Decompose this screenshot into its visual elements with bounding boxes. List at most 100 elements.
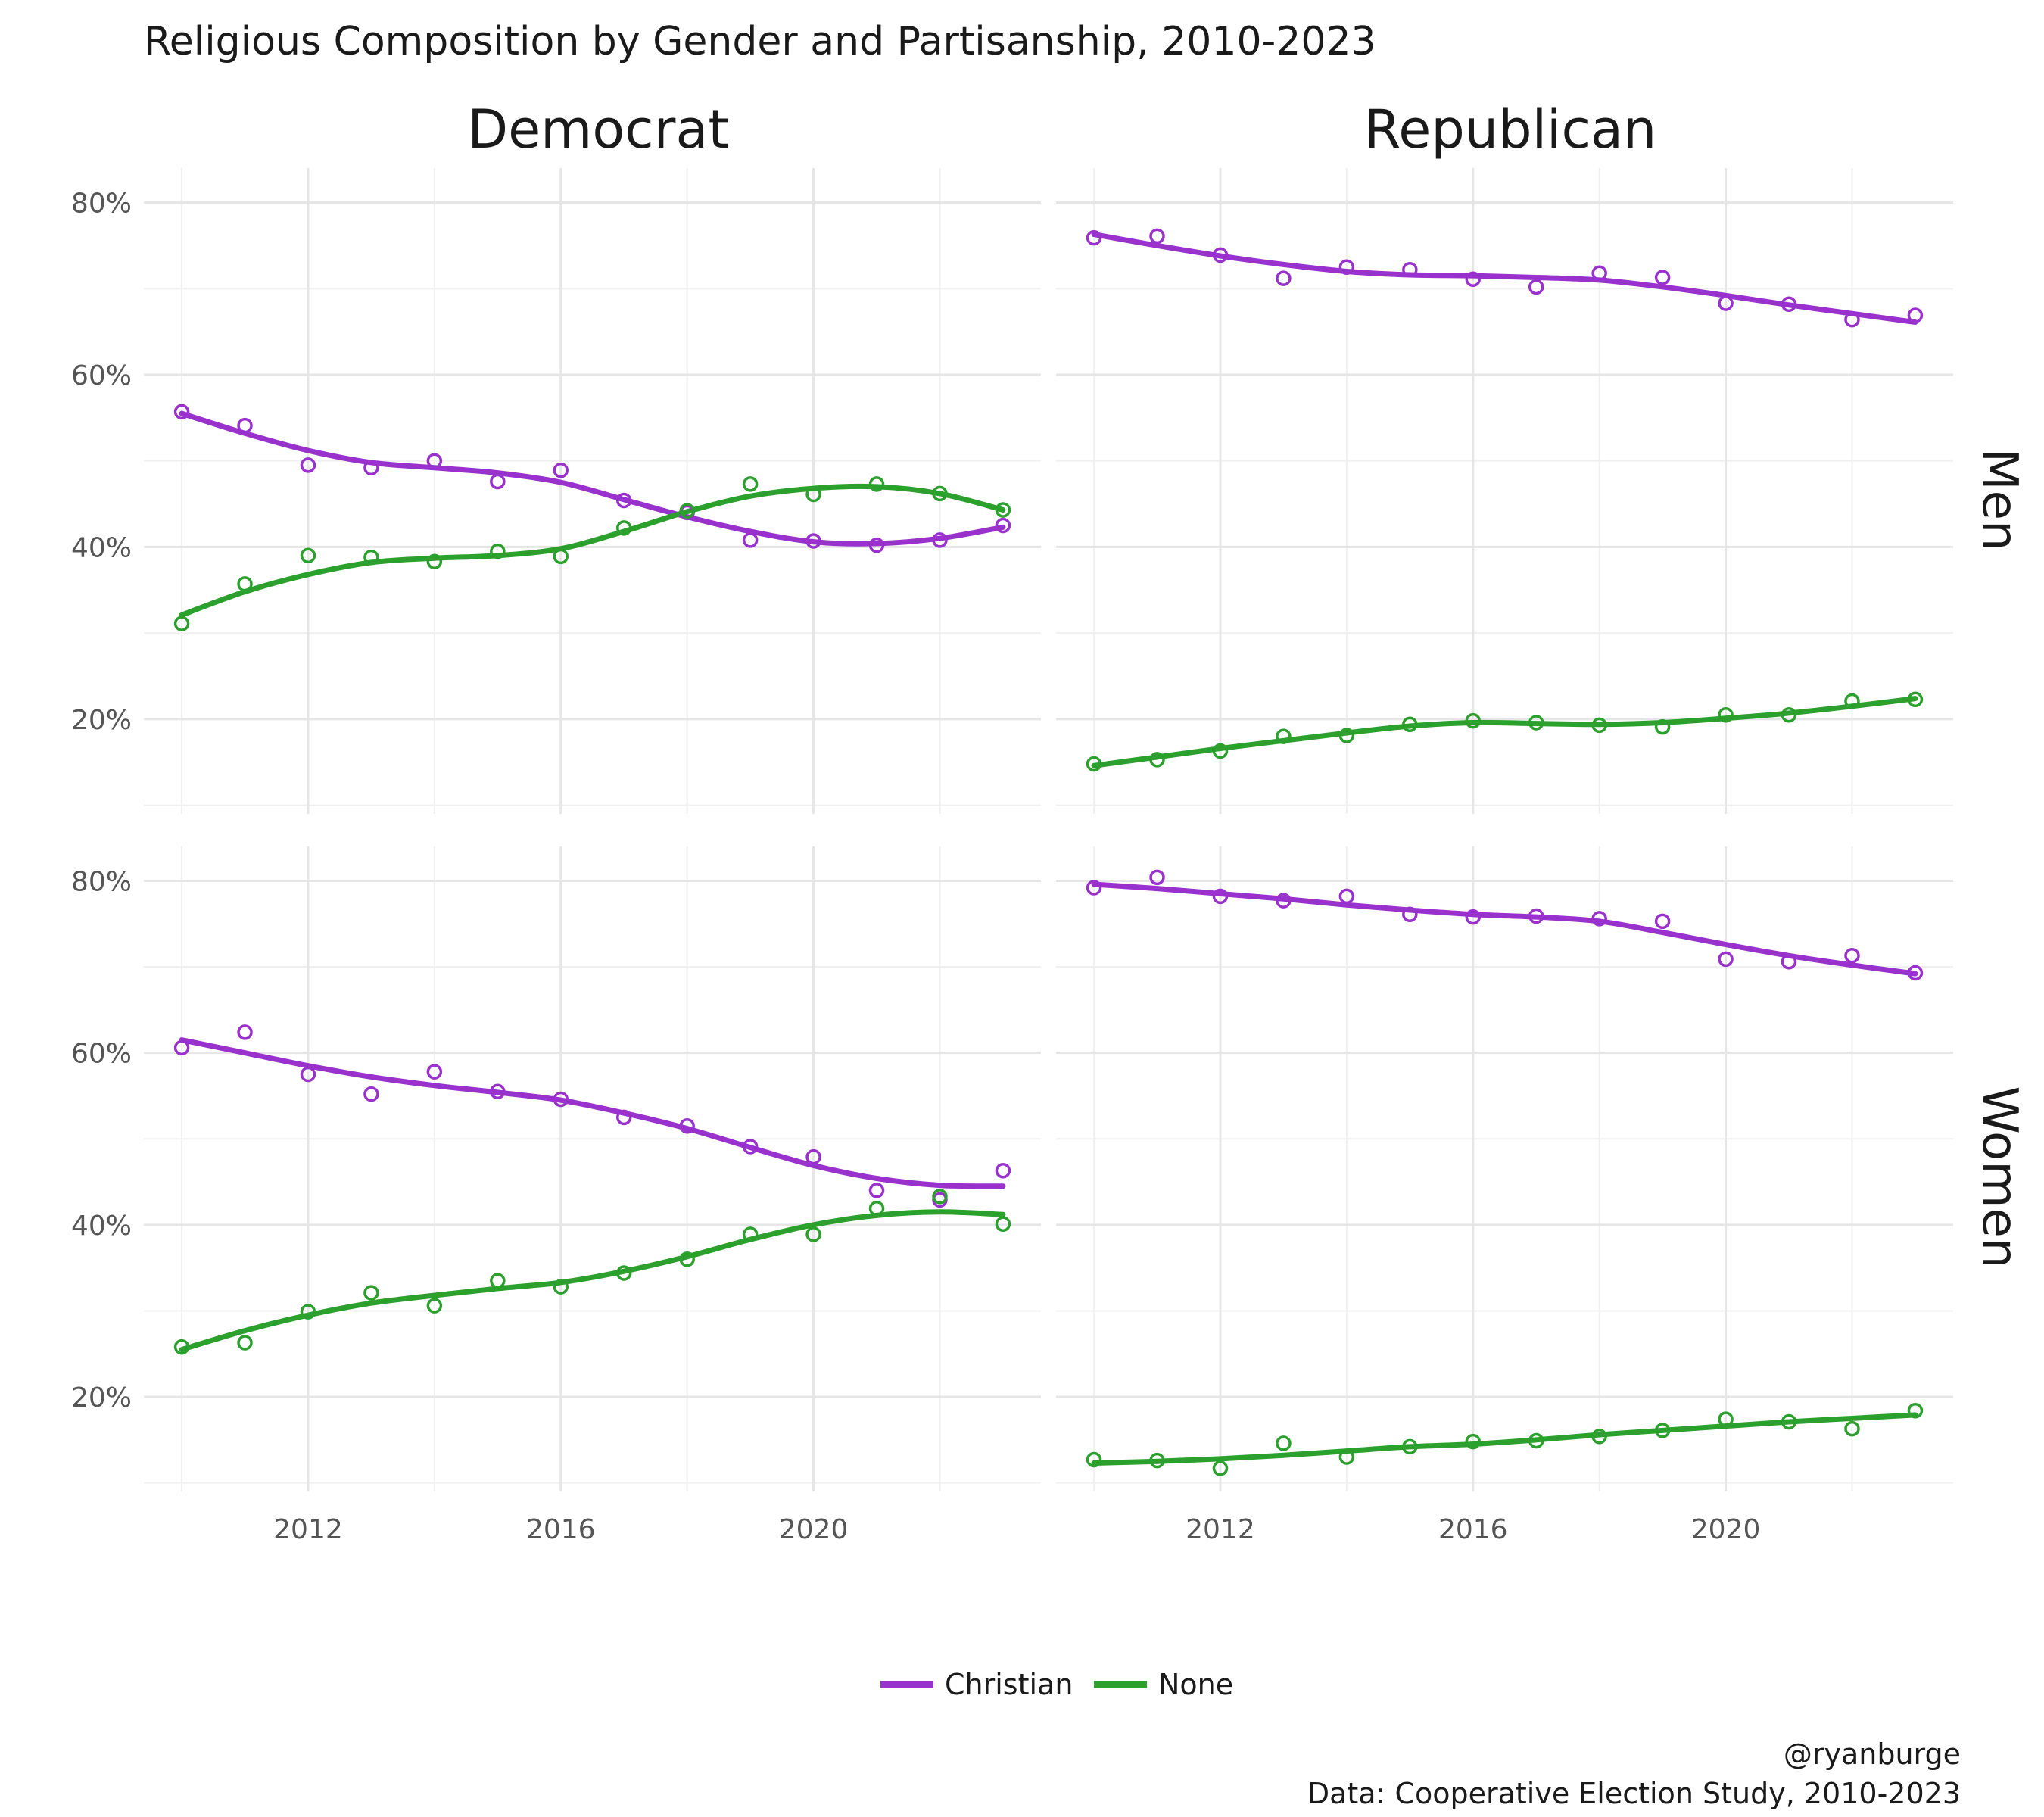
point-none <box>1276 1435 1292 1451</box>
point-none <box>1465 712 1482 729</box>
point-none <box>868 476 885 492</box>
point-none <box>1907 691 1924 707</box>
point-christian <box>868 1183 885 1198</box>
point-none <box>553 1279 569 1295</box>
point-christian <box>1528 908 1544 924</box>
point-christian <box>1465 271 1482 287</box>
panel-republican-women <box>1056 846 1953 1491</box>
point-none <box>1528 715 1544 731</box>
point-none <box>173 1339 190 1355</box>
point-none <box>679 1251 695 1267</box>
point-none <box>300 547 316 564</box>
point-christian <box>1338 259 1355 276</box>
point-christian <box>1591 265 1607 282</box>
point-none <box>490 1273 506 1289</box>
trend-line-christian <box>1091 881 1918 977</box>
point-christian <box>1276 893 1292 908</box>
x-tick-label: 2016 <box>1438 1514 1508 1545</box>
point-none <box>1654 1423 1671 1438</box>
trend-line-none <box>1091 1412 1918 1466</box>
point-none <box>1212 743 1229 759</box>
point-none <box>1844 693 1860 709</box>
point-christian <box>490 473 506 490</box>
point-christian <box>1212 888 1229 905</box>
point-christian <box>173 404 190 420</box>
point-christian <box>553 462 569 478</box>
y-tick-label: 60% <box>71 1039 132 1070</box>
point-none <box>868 1201 885 1217</box>
caption-source: Data: Cooperative Election Study, 2010-2… <box>1307 1777 1961 1810</box>
point-christian <box>363 460 379 476</box>
point-christian <box>1528 279 1544 295</box>
point-christian <box>1907 307 1924 323</box>
x-tick-label: 2012 <box>273 1514 343 1545</box>
point-christian <box>1465 908 1482 925</box>
point-christian <box>995 1163 1011 1179</box>
point-christian <box>995 517 1011 534</box>
facet-panels <box>144 168 1953 1491</box>
point-christian <box>426 453 443 469</box>
point-christian <box>173 1039 190 1056</box>
point-christian <box>300 1066 316 1083</box>
point-christian <box>300 457 316 473</box>
point-none <box>805 486 821 503</box>
point-christian <box>1907 965 1924 981</box>
point-christian <box>1844 948 1860 964</box>
point-none <box>1907 1402 1924 1419</box>
point-none <box>1402 716 1418 732</box>
point-christian <box>932 532 948 548</box>
point-none <box>300 1304 316 1320</box>
point-christian <box>742 1139 759 1155</box>
point-christian <box>1212 247 1229 263</box>
point-none <box>1086 756 1102 772</box>
point-none <box>426 553 443 570</box>
point-none <box>1402 1438 1418 1455</box>
point-christian <box>1149 869 1165 886</box>
legend: Christian None <box>880 1668 1233 1701</box>
point-christian <box>1402 906 1418 922</box>
point-none <box>426 1298 443 1314</box>
y-tick-label: 20% <box>71 705 132 736</box>
y-tick-label: 60% <box>71 360 132 391</box>
trend-line-none <box>179 1209 1006 1353</box>
point-none <box>1591 1429 1607 1445</box>
point-none <box>1844 1420 1860 1437</box>
point-none <box>1276 728 1292 744</box>
point-none <box>1465 1433 1482 1450</box>
y-tick-label: 20% <box>71 1382 132 1413</box>
x-tick-label: 2020 <box>1691 1514 1761 1545</box>
chart-title: Religious Composition by Gender and Part… <box>144 19 1376 64</box>
point-none <box>1149 1452 1165 1469</box>
point-christian <box>1402 261 1418 278</box>
point-none <box>1149 752 1165 768</box>
point-christian <box>1718 295 1734 311</box>
point-none <box>1718 706 1734 723</box>
point-christian <box>363 1086 379 1102</box>
point-none <box>805 1226 821 1242</box>
legend-label-christian: Christian <box>945 1668 1073 1701</box>
facet-label-republican: Republican <box>1364 98 1656 161</box>
panel-democrat-women <box>144 846 1041 1491</box>
point-christian <box>1718 951 1734 968</box>
point-none <box>1528 1432 1544 1449</box>
point-christian <box>742 532 759 548</box>
point-none <box>1781 1413 1797 1430</box>
point-christian <box>868 537 885 553</box>
point-christian <box>1591 911 1607 927</box>
point-none <box>1654 718 1671 735</box>
point-none <box>1338 728 1355 743</box>
y-tick-label: 40% <box>71 532 132 563</box>
point-christian <box>615 492 632 509</box>
point-none <box>1718 1411 1734 1427</box>
axis-labels: 20% 40% 60% 80% 20% 40% 60% 80% 2012 2016 2020 2012… <box>71 188 1760 1545</box>
x-tick-label: 2012 <box>1186 1514 1255 1545</box>
point-none <box>742 1226 759 1242</box>
point-none <box>553 548 569 565</box>
x-tick-label: 2016 <box>526 1514 596 1545</box>
point-none <box>173 616 190 631</box>
point-none <box>490 543 506 559</box>
caption-handle: @ryanburge <box>1784 1738 1961 1771</box>
point-christian <box>1844 311 1860 328</box>
point-none <box>995 1216 1011 1232</box>
point-christian <box>237 1024 253 1040</box>
